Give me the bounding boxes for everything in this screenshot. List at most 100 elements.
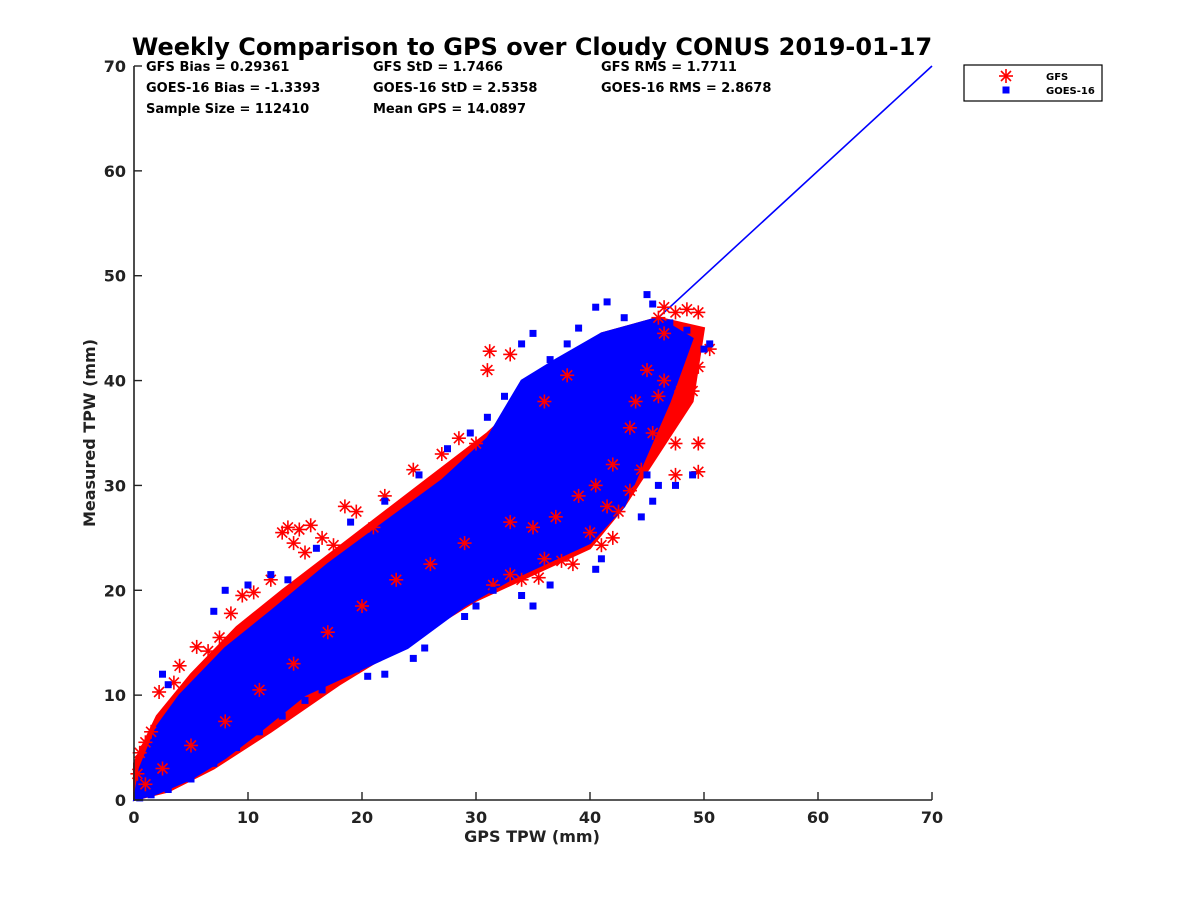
goes16-point: [654, 481, 662, 489]
gfs-point: [628, 394, 643, 409]
legend-goes-marker: [1002, 86, 1010, 94]
plot-area: [130, 65, 933, 802]
goes16-point-cloud: [132, 316, 694, 802]
goes16-point: [352, 665, 360, 673]
gfs-point: [560, 368, 575, 383]
goes16-point: [706, 340, 714, 348]
gfs-point: [423, 557, 438, 572]
gfs-point: [366, 520, 381, 535]
goes16-point: [159, 670, 166, 678]
y-tick-label: 20: [104, 581, 126, 600]
y-tick-label: 30: [104, 476, 126, 495]
goes16-point: [164, 681, 172, 689]
goes16-point: [700, 345, 708, 353]
goes16-point: [210, 607, 218, 615]
gfs-point: [526, 520, 540, 535]
gfs-point: [138, 735, 153, 750]
goes16-point: [518, 592, 526, 599]
goes16-point: [603, 298, 611, 306]
gfs-point: [634, 462, 649, 477]
goes16-point: [529, 329, 537, 337]
gfs-point: [298, 545, 312, 560]
gfs-point: [252, 682, 267, 697]
x-tick-label: 60: [807, 808, 829, 827]
gfs-point: [326, 538, 341, 553]
goes16-point: [136, 794, 144, 802]
gfs-point: [645, 426, 660, 440]
gfs-point: [184, 738, 198, 753]
gfs-point: [691, 359, 706, 374]
goes16-point: [381, 497, 389, 505]
gfs-point: [588, 478, 603, 493]
gfs-point: [201, 644, 216, 659]
goes16-point: [501, 392, 508, 400]
stat-goes-std: GOES-16 StD = 2.5358: [373, 81, 537, 96]
goes16-point: [284, 576, 292, 584]
gfs-point: [565, 557, 580, 572]
goes16-point: [147, 791, 155, 799]
x-tick-label: 0: [128, 808, 139, 827]
y-tick-label: 60: [104, 162, 126, 181]
gfs-point: [600, 499, 615, 514]
goes16-point: [381, 670, 389, 678]
goes16-point: [347, 518, 355, 526]
goes16-point: [592, 565, 600, 573]
gfs-point: [605, 530, 620, 545]
goes16-point: [546, 581, 554, 589]
gfs-point: [292, 522, 307, 537]
gfs-point: [235, 588, 250, 603]
gfs-point: [457, 536, 472, 551]
gfs-point: [668, 405, 683, 419]
goes16-point: [466, 429, 474, 437]
goes16-point: [187, 775, 195, 783]
gfs-point: [389, 572, 404, 587]
gfs-point: [657, 300, 672, 315]
gfs-point: [320, 625, 335, 640]
gfs-point: [286, 536, 301, 551]
goes16-point: [210, 759, 218, 767]
gfs-point: [480, 363, 495, 378]
y-axis-label: Measured TPW (mm): [80, 339, 99, 527]
x-axis-label: GPS TPW (mm): [464, 827, 600, 846]
goes16-point: [233, 744, 241, 752]
gfs-point: [691, 436, 706, 451]
reference-line: [133, 65, 933, 801]
stat-gfs-std: GFS StD = 1.7466: [373, 60, 503, 75]
x-tick-label: 40: [579, 808, 601, 827]
gfs-point: [554, 553, 569, 568]
gfs-point: [451, 431, 466, 446]
legend-gfs-marker: [999, 69, 1013, 83]
gfs-point: [651, 310, 666, 325]
goes16-point: [643, 471, 651, 479]
goes16-point: [444, 445, 451, 453]
goes16-point: [301, 696, 309, 704]
gfs-point: [537, 551, 552, 566]
gfs-point: [571, 488, 586, 503]
gfs-point: [537, 394, 552, 409]
goes16-point: [672, 481, 679, 489]
gfs-point: [406, 462, 421, 477]
goes16-point: [318, 686, 326, 694]
gfs-point: [651, 389, 666, 404]
gfs-point: [144, 724, 159, 739]
gfs-point: [622, 483, 637, 498]
goes16-point: [312, 544, 320, 552]
goes16-point: [415, 471, 423, 479]
goes16-point: [575, 324, 583, 332]
goes16-point: [255, 728, 263, 736]
gfs-point: [691, 305, 706, 320]
goes16-point: [409, 654, 417, 662]
goes16-point: [643, 291, 651, 299]
gfs-point: [668, 305, 683, 320]
gfs-point: [138, 777, 153, 792]
chart-title: Weekly Comparison to GPS over Cloudy CON…: [132, 33, 932, 61]
gfs-point: [469, 436, 483, 451]
x-tick-label: 10: [237, 808, 259, 827]
gfs-point: [172, 658, 187, 673]
y-tick-label: 40: [104, 372, 126, 391]
goes16-point: [666, 319, 674, 327]
gfs-point: [594, 538, 609, 553]
goes16-point: [461, 613, 469, 620]
y-tick-label: 0: [115, 791, 126, 810]
gfs-point: [640, 363, 654, 378]
